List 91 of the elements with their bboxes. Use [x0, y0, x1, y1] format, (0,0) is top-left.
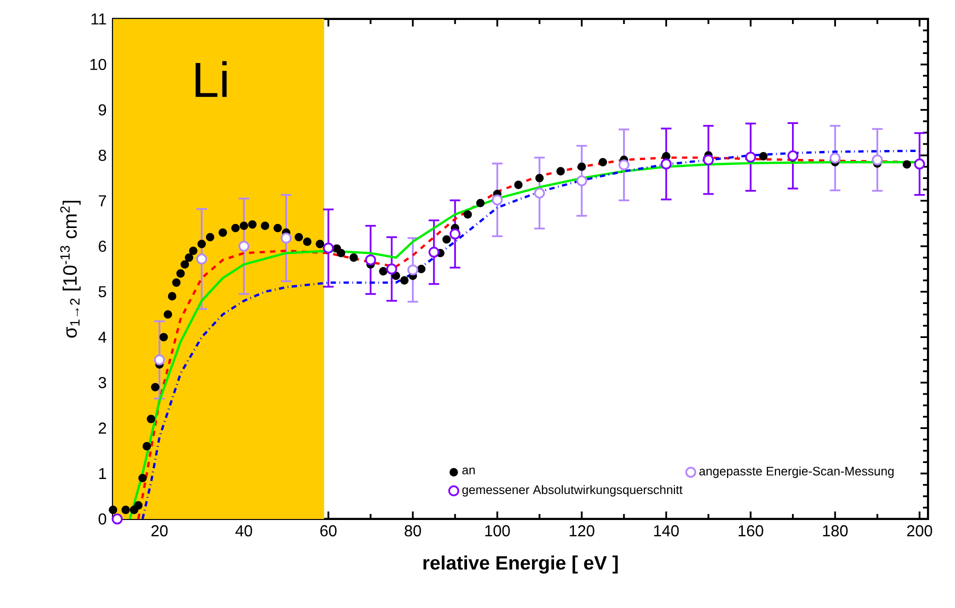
- x-tick-label: 40: [235, 525, 252, 536]
- point: [294, 232, 304, 242]
- point: [240, 222, 248, 230]
- y-tick-label: 0: [98, 513, 106, 525]
- point: [535, 174, 544, 182]
- annotation: Li: [196, 61, 227, 97]
- point: [231, 224, 240, 232]
- point: [578, 162, 586, 171]
- point: [914, 158, 926, 170]
- point: [902, 160, 912, 169]
- point: [365, 254, 376, 266]
- y-axis-title: σ$_{1→2}$ [10$^{-13}$ cm$^{2}$]: [60, 200, 81, 338]
- point: [108, 506, 118, 514]
- point: [159, 332, 168, 342]
- point: [349, 253, 358, 262]
- point: [146, 414, 156, 424]
- point: [134, 501, 143, 510]
- x-tick-label: 80: [404, 525, 422, 536]
- y-tick-label: 10: [90, 58, 106, 70]
- point: [151, 382, 160, 392]
- point: [206, 232, 214, 242]
- point: [407, 264, 418, 276]
- point: [260, 222, 270, 230]
- point: [142, 442, 152, 450]
- y-tick-label: 3: [98, 377, 106, 388]
- point: [417, 264, 426, 274]
- x-tick-label: 120: [570, 525, 594, 536]
- point: [463, 210, 472, 219]
- x-axis-title: relative Energie [ eV ]: [423, 555, 618, 574]
- point: [759, 152, 768, 160]
- point: [556, 167, 565, 176]
- point: [618, 159, 630, 170]
- point: [745, 152, 756, 163]
- y-tick-label: 4: [98, 332, 106, 343]
- point: [336, 248, 346, 258]
- point: [400, 276, 409, 285]
- y-tick-label: 9: [98, 104, 106, 116]
- point: [184, 253, 194, 262]
- point: [112, 514, 123, 524]
- point: [379, 267, 388, 276]
- point: [476, 198, 485, 208]
- legend-label: angepasste Energie-Scan-Messung: [699, 466, 894, 478]
- legend-label: gemessener Absolutwirkungsquerschnitt: [462, 485, 683, 497]
- point: [197, 240, 206, 248]
- point: [386, 264, 398, 274]
- point: [172, 278, 181, 287]
- point: [598, 158, 608, 166]
- x-tick-label: 160: [738, 525, 764, 536]
- point: [534, 188, 545, 199]
- x-tick-label: 140: [654, 525, 679, 536]
- y-tick-label: 6: [98, 240, 106, 252]
- y-tick-label: 8: [98, 150, 106, 161]
- point: [121, 506, 130, 514]
- x-tick-label: 200: [907, 525, 932, 536]
- point: [176, 269, 185, 278]
- x-tick-label: 20: [151, 525, 168, 536]
- point: [702, 154, 714, 166]
- x-tick-label: 100: [485, 525, 510, 536]
- x-tick-label: 180: [823, 525, 848, 536]
- point: [316, 240, 324, 248]
- point: [138, 474, 147, 482]
- point: [442, 235, 451, 244]
- point: [238, 240, 250, 252]
- point: [280, 232, 292, 244]
- x-tick-label: 60: [320, 525, 337, 536]
- point: [303, 237, 312, 246]
- point: [576, 175, 588, 186]
- y-tick-label: 7: [98, 195, 106, 206]
- point: [492, 194, 503, 206]
- point: [164, 310, 172, 319]
- point: [514, 180, 523, 190]
- point: [322, 242, 334, 254]
- y-tick-label: 2: [98, 422, 106, 434]
- point: [787, 150, 798, 162]
- point: [218, 228, 228, 237]
- y-tick-label: 5: [98, 286, 106, 298]
- point: [154, 354, 165, 366]
- point: [830, 152, 841, 164]
- point: [273, 224, 282, 232]
- point: [872, 154, 883, 166]
- point: [168, 292, 176, 300]
- point: [248, 220, 257, 229]
- point: [189, 246, 198, 256]
- point: [180, 260, 190, 269]
- y-tick-label: 1: [99, 468, 106, 479]
- point: [428, 246, 440, 258]
- point: [196, 254, 208, 264]
- point: [450, 228, 460, 240]
- point: [660, 158, 672, 170]
- legend-label: an: [462, 468, 475, 474]
- y-tick-label: 11: [92, 14, 106, 24]
